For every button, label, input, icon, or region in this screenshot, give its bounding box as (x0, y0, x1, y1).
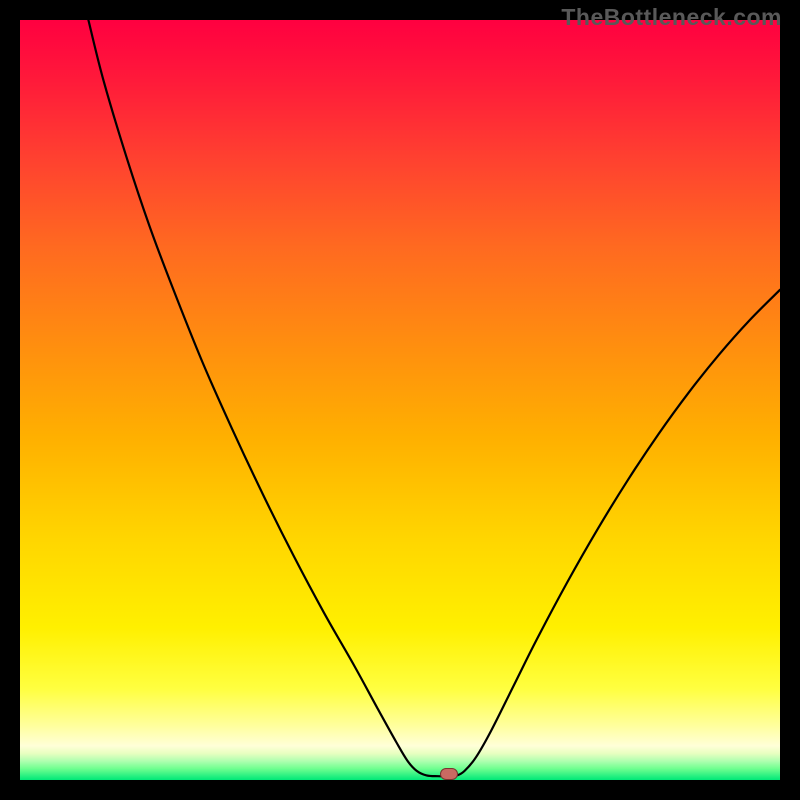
plot-area (20, 20, 780, 780)
chart-container: TheBottleneck.com (0, 0, 800, 800)
optimum-marker (440, 768, 458, 780)
curve-path (88, 20, 780, 776)
bottleneck-curve (20, 20, 780, 780)
watermark-text: TheBottleneck.com (561, 4, 782, 31)
